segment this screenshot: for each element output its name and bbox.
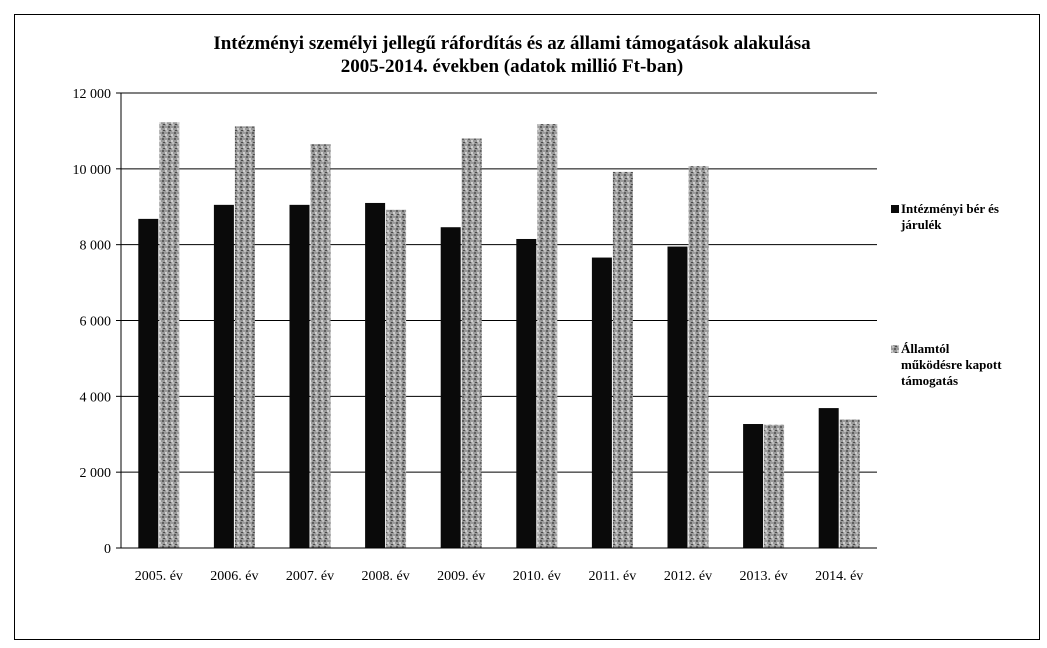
y-tick-label: 4 000: [80, 390, 112, 405]
x-axis-tick-labels: 2005. év 2006. év 2007. év 2008. év 2009. év…: [135, 569, 864, 584]
legend-label-series-1: Intézményi bér és járulék: [900, 201, 1002, 232]
bar-series-1: [289, 204, 310, 548]
x-tick-label: 2010. év: [513, 569, 561, 584]
x-tick-label: 2012. év: [664, 569, 712, 584]
y-tick-label: 10 000: [73, 163, 112, 178]
bar-series-2: [159, 122, 180, 548]
bar-series-1: [440, 227, 461, 548]
bar-series-1: [138, 218, 159, 548]
bar-series-2: [234, 126, 255, 548]
bar-series-2: [839, 419, 860, 548]
bar-series-2: [688, 166, 709, 548]
legend-label-series-2: Államtól működésre kapott támogatás: [901, 341, 1005, 388]
x-tick-label: 2006. év: [210, 569, 258, 584]
bar-series-2: [537, 124, 558, 548]
legend-swatch-series-2: [891, 345, 899, 353]
x-tick-label: 2014. év: [815, 569, 863, 584]
bar-series-1: [516, 238, 537, 548]
bars: [138, 122, 860, 549]
bar-series-1: [667, 246, 688, 548]
y-axis-tick-labels: 0 2 000 4 000 6 000 8 000 10 000 12 000: [73, 87, 112, 557]
y-tick-label: 2 000: [80, 466, 112, 481]
y-tick-label: 12 000: [73, 87, 112, 102]
y-tick-label: 0: [104, 542, 111, 557]
bar-series-2: [612, 171, 633, 548]
bar-series-1: [365, 202, 386, 549]
bar-series-1: [591, 257, 612, 548]
legend-swatch-series-1: [891, 205, 899, 213]
bar-series-2: [461, 138, 482, 548]
bar-series-1: [213, 204, 234, 548]
x-tick-label: 2005. év: [135, 569, 183, 584]
chart-title: Intézményi személyi jellegű ráfordítás é…: [213, 33, 811, 54]
bar-series-2: [310, 144, 331, 548]
x-tick-label: 2013. év: [739, 569, 787, 584]
chart-subtitle: 2005-2014. években (adatok millió Ft-ban…: [341, 56, 684, 77]
bar-series-1: [743, 424, 764, 548]
bar-series-2: [386, 209, 407, 549]
x-tick-label: 2009. év: [437, 569, 485, 584]
y-tick-label: 8 000: [80, 239, 112, 254]
legend: Intézményi bér és járulék Államtól működ…: [891, 201, 1005, 388]
y-tick-label: 6 000: [80, 315, 112, 330]
x-tick-label: 2007. év: [286, 569, 334, 584]
bar-series-1: [818, 408, 839, 548]
x-tick-label: 2011. év: [589, 569, 637, 584]
bar-series-2: [764, 424, 785, 548]
x-tick-label: 2008. év: [361, 569, 409, 584]
